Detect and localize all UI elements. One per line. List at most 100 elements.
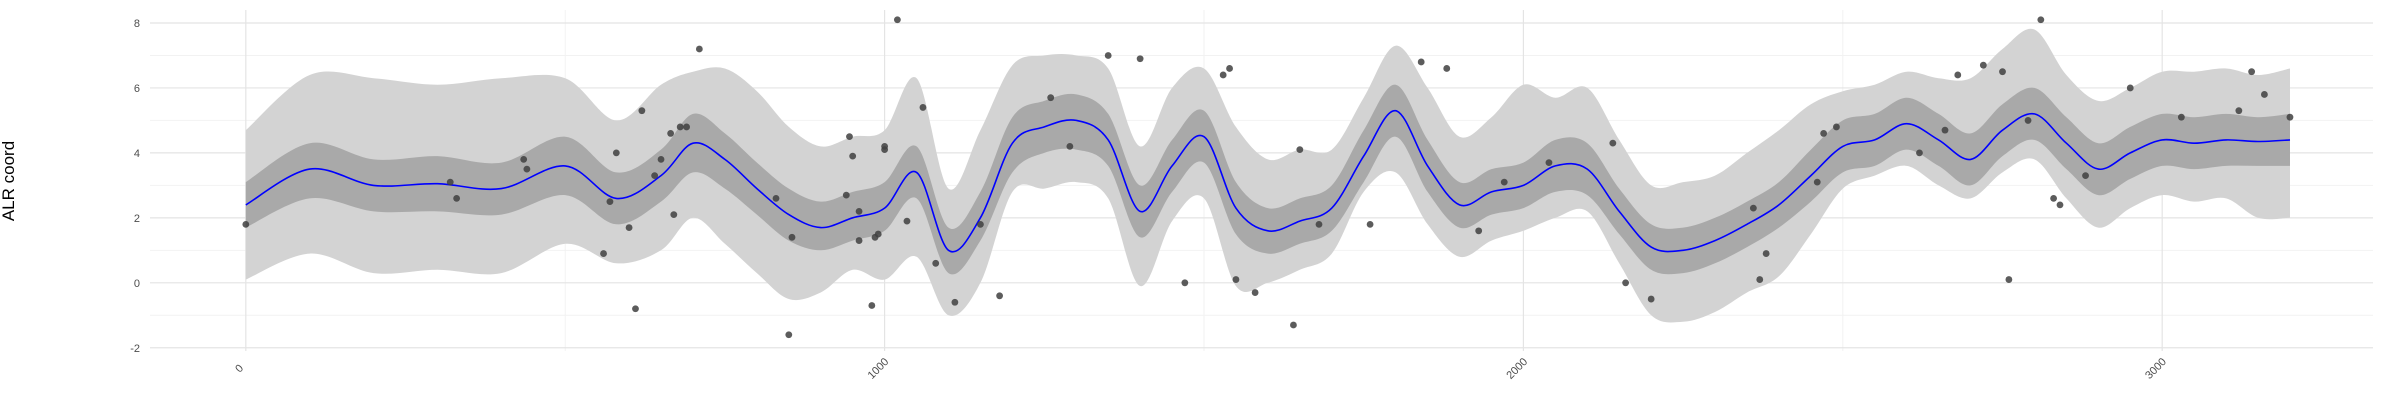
data-point — [842, 191, 850, 199]
data-point — [1749, 204, 1757, 212]
data-point — [2261, 91, 2268, 98]
axis-layer: -2 0 2 4 6 8 0 1000 2000 3000 — [130, 18, 2169, 382]
data-point — [893, 16, 901, 24]
outer-interval-band — [245, 28, 2290, 323]
data-point — [1181, 279, 1189, 287]
data-point — [1251, 289, 1259, 296]
data-point — [242, 220, 250, 228]
y-axis-title: ALR coord — [0, 141, 18, 221]
data-point — [874, 230, 882, 238]
data-point — [1609, 139, 1617, 147]
data-point — [1226, 65, 1233, 72]
data-point — [695, 45, 703, 53]
data-point — [1756, 276, 1764, 283]
data-point — [1443, 65, 1451, 72]
data-point — [2248, 68, 2256, 76]
data-point — [932, 259, 940, 267]
data-point — [1954, 71, 1962, 79]
data-point — [1545, 159, 1553, 167]
data-point — [1762, 250, 1770, 257]
data-point — [2037, 16, 2045, 24]
data-point — [657, 155, 665, 163]
data-point — [903, 217, 911, 225]
data-point — [1475, 227, 1483, 235]
data-point — [2286, 113, 2294, 121]
data-point — [2005, 276, 2013, 283]
inner-interval-band — [245, 84, 2290, 275]
data-point — [683, 123, 690, 131]
data-point — [2082, 172, 2089, 180]
data-point — [2056, 201, 2064, 209]
data-point — [1047, 94, 1055, 102]
y-tick-label: 2 — [134, 213, 140, 225]
y-tick-label: 8 — [134, 18, 140, 30]
x-tick-label: 2000 — [1504, 356, 1530, 382]
data-point — [632, 305, 639, 313]
data-point — [1833, 123, 1840, 131]
mean-line — [245, 109, 2291, 253]
data-point — [1820, 130, 1828, 137]
data-point — [2126, 84, 2134, 92]
inner-band-layer — [245, 84, 2290, 275]
data-point — [846, 133, 853, 141]
y-tick-label: -2 — [130, 343, 140, 355]
y-tick-label: 4 — [134, 148, 140, 160]
data-point — [881, 143, 889, 150]
data-point — [676, 123, 684, 131]
data-point — [1647, 295, 1655, 303]
data-point — [612, 149, 620, 157]
data-point — [446, 178, 454, 186]
data-point — [625, 224, 633, 231]
data-point — [667, 130, 675, 137]
data-point — [1232, 276, 1240, 283]
data-point — [1290, 321, 1297, 329]
data-point — [855, 207, 863, 215]
data-point — [2050, 194, 2058, 202]
data-point — [670, 211, 678, 219]
data-point — [523, 165, 531, 173]
data-point — [651, 172, 659, 180]
data-point — [1941, 126, 1949, 134]
data-point — [606, 198, 614, 206]
data-point — [1813, 178, 1821, 186]
outer-band-layer — [245, 28, 2290, 323]
data-point — [638, 107, 646, 115]
data-point — [1219, 71, 1227, 79]
x-tick-label: 3000 — [2143, 356, 2169, 382]
data-point — [1296, 146, 1304, 154]
y-tick-label: 0 — [134, 278, 140, 290]
data-point — [600, 250, 607, 257]
data-point — [520, 155, 528, 163]
data-point — [788, 233, 796, 241]
data-point — [1066, 143, 1074, 150]
data-point — [1916, 149, 1923, 157]
data-point — [855, 237, 863, 244]
data-point — [1622, 279, 1630, 287]
data-point — [849, 152, 857, 160]
data-point — [1417, 58, 1425, 66]
point-layer — [242, 16, 2294, 339]
data-point — [1136, 55, 1144, 63]
data-point — [772, 194, 780, 202]
x-tick-label: 0 — [233, 362, 246, 375]
data-point — [868, 302, 876, 309]
data-point — [996, 292, 1003, 300]
data-point — [453, 194, 461, 202]
data-point — [951, 298, 959, 306]
data-point — [1500, 178, 1508, 186]
x-tick-label: 1000 — [866, 356, 892, 382]
data-point — [2024, 117, 2032, 124]
data-point — [1104, 52, 1112, 59]
data-point — [1979, 61, 1987, 69]
line-layer — [245, 109, 2291, 253]
data-point — [1366, 220, 1374, 228]
data-point — [919, 104, 927, 111]
data-point — [1315, 220, 1323, 228]
data-point — [785, 331, 793, 339]
data-point — [977, 220, 984, 228]
data-point — [2235, 107, 2243, 115]
y-tick-label: 6 — [134, 83, 140, 95]
data-point — [2177, 113, 2185, 121]
